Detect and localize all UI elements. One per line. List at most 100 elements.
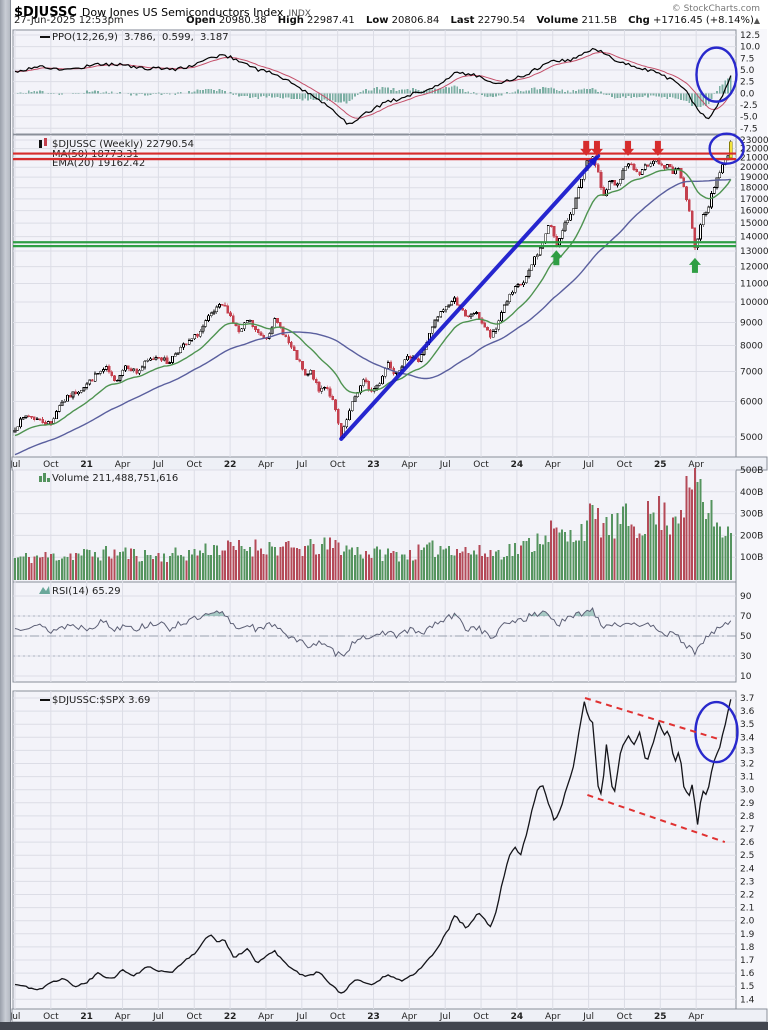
svg-text:10000: 10000 — [740, 298, 768, 308]
svg-text:10: 10 — [740, 672, 752, 682]
svg-text:13000: 13000 — [740, 247, 768, 257]
low-label: Low — [365, 15, 389, 26]
svg-text:7.5: 7.5 — [740, 54, 754, 64]
svg-text:3.6: 3.6 — [740, 707, 755, 717]
svg-text:50: 50 — [740, 632, 752, 642]
svg-text:2.6: 2.6 — [740, 838, 755, 848]
svg-text:6000: 6000 — [740, 397, 763, 407]
svg-text:Jul: Jul — [439, 460, 451, 470]
svg-text:500B: 500B — [740, 466, 763, 476]
svg-text:Apr: Apr — [258, 1012, 274, 1022]
svg-text:20000: 20000 — [740, 163, 768, 173]
svg-text:2.0: 2.0 — [740, 917, 755, 927]
svg-text:22000: 22000 — [740, 145, 768, 155]
svg-text:1.8: 1.8 — [740, 943, 755, 953]
svg-text:Oct: Oct — [43, 1012, 59, 1022]
up-triangle-icon: ▲ — [753, 16, 760, 25]
svg-text:17000: 17000 — [740, 195, 768, 205]
last-value: 22790.54 — [477, 15, 526, 26]
svg-text:21: 21 — [80, 460, 93, 470]
svg-text:3.1: 3.1 — [740, 773, 754, 783]
svg-text:Apr: Apr — [402, 1012, 418, 1022]
svg-text:1.7: 1.7 — [740, 956, 754, 966]
timestamp: 27-Jun-2025 12:53pm — [14, 15, 124, 26]
svg-text:400B: 400B — [740, 488, 763, 498]
rsi-legend-icon — [39, 586, 50, 594]
price-legend-title: $DJUSSC (Weekly) 22790.54 — [52, 139, 194, 150]
svg-text:Jul: Jul — [295, 460, 307, 470]
svg-text:Apr: Apr — [402, 460, 418, 470]
svg-text:3.7: 3.7 — [740, 694, 754, 704]
svg-text:Jul: Jul — [439, 1012, 451, 1022]
volume-legend-bars-icon — [39, 473, 50, 482]
svg-text:Oct: Oct — [186, 1012, 202, 1022]
volume-label: Volume — [536, 15, 579, 26]
ppo-legend-name: PPO(12,26,9) — [52, 32, 118, 43]
svg-text:11000: 11000 — [740, 280, 768, 290]
svg-text:-2.5: -2.5 — [740, 101, 758, 111]
svg-text:1.5: 1.5 — [740, 982, 754, 992]
svg-text:12000: 12000 — [740, 263, 768, 273]
svg-text:23: 23 — [367, 460, 380, 470]
svg-text:0.0: 0.0 — [740, 89, 755, 99]
svg-text:Apr: Apr — [115, 460, 131, 470]
rsi-legend: RSI(14) 65.29 — [52, 586, 121, 597]
svg-text:200B: 200B — [740, 531, 763, 541]
open-label: Open — [186, 15, 216, 26]
svg-text:Jul: Jul — [582, 460, 594, 470]
svg-text:70: 70 — [740, 612, 752, 622]
svg-text:2.5: 2.5 — [740, 851, 754, 861]
volume-value: 211.5B — [581, 15, 617, 26]
svg-text:5000: 5000 — [740, 433, 763, 443]
svg-text:Jul: Jul — [152, 1012, 164, 1022]
svg-text:90: 90 — [740, 592, 752, 602]
svg-text:8000: 8000 — [740, 341, 763, 351]
svg-text:15000: 15000 — [740, 219, 768, 229]
svg-text:3.3: 3.3 — [740, 746, 754, 756]
svg-text:2.4: 2.4 — [740, 864, 755, 874]
svg-text:Jul: Jul — [582, 1012, 594, 1022]
svg-text:1.9: 1.9 — [740, 930, 755, 940]
quote-summary: Open 20980.38 High 22987.41 Low 20806.84… — [178, 15, 760, 26]
symbol: $DJUSSC — [14, 5, 77, 20]
high-value: 22987.41 — [307, 15, 355, 26]
svg-text:3.0: 3.0 — [740, 786, 755, 796]
svg-text:Oct: Oct — [330, 460, 346, 470]
svg-text:Apr: Apr — [545, 460, 561, 470]
svg-text:Apr: Apr — [545, 1012, 561, 1022]
svg-text:Oct: Oct — [330, 1012, 346, 1022]
title-row: $DJUSSC Dow Jones US Semiconductors Index… — [14, 1, 764, 20]
ppo-hist-value: 3.187 — [200, 32, 229, 43]
svg-text:2.7: 2.7 — [740, 825, 754, 835]
svg-text:3.2: 3.2 — [740, 760, 754, 770]
svg-text:3.4: 3.4 — [740, 733, 755, 743]
svg-text:Apr: Apr — [258, 460, 274, 470]
svg-text:24: 24 — [511, 460, 524, 470]
svg-text:Jul: Jul — [295, 1012, 307, 1022]
svg-text:2.1: 2.1 — [740, 904, 754, 914]
svg-text:22: 22 — [224, 1012, 237, 1022]
ppo-value: 3.786, — [124, 32, 156, 43]
svg-text:2.5: 2.5 — [740, 78, 754, 88]
svg-text:-7.5: -7.5 — [740, 124, 758, 134]
svg-text:Oct: Oct — [617, 460, 633, 470]
svg-text:2.8: 2.8 — [740, 812, 755, 822]
svg-text:14000: 14000 — [740, 233, 768, 243]
ppo-signal-value: 0.599, — [162, 32, 194, 43]
svg-text:1.4: 1.4 — [740, 995, 755, 1005]
svg-text:3.5: 3.5 — [740, 720, 754, 730]
window-bottom-bar — [0, 1022, 768, 1030]
chart-header: $DJUSSC Dow Jones US Semiconductors Index… — [11, 0, 768, 29]
low-value: 20806.84 — [391, 15, 440, 26]
svg-text:100B: 100B — [740, 553, 763, 563]
svg-text:Jul: Jul — [9, 1012, 21, 1022]
price-legend-candle-icon — [39, 138, 47, 148]
copyright: © StockCharts.com — [671, 4, 760, 14]
svg-text:Oct: Oct — [186, 460, 202, 470]
exchange-tag: INDX — [288, 9, 311, 19]
series-layer — [13, 47, 733, 994]
svg-text:23: 23 — [367, 1012, 380, 1022]
svg-text:7000: 7000 — [740, 367, 763, 377]
svg-text:22: 22 — [224, 460, 237, 470]
